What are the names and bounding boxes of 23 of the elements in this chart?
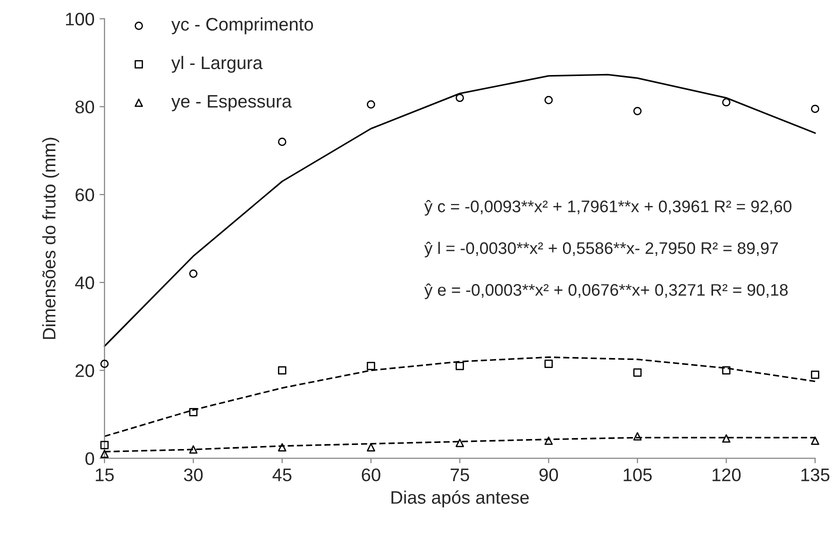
y-tick-label: 20: [76, 364, 94, 378]
x-tick-label: 15: [96, 468, 114, 482]
legend-label: ye - Espessura: [171, 95, 292, 112]
y-tick-label: 0: [85, 452, 94, 465]
y-tick-label: 60: [76, 188, 94, 202]
annotation: ŷ c = -0,0093**x² + 1,7961**x + 0,3961 R² = 92,60: [424, 200, 792, 216]
y-tick-label: 80: [75, 100, 94, 114]
x-axis-title: Dias após antese: [392, 490, 529, 508]
legend-label: yl - Largura: [171, 56, 263, 73]
y-tick-label: 40: [75, 276, 94, 290]
x-tick-label: 75: [450, 468, 470, 482]
x-tick-label: 120: [712, 468, 741, 482]
annotation: ŷ l = -0,0030**x² + 0,5586**x- 2,7950 R² = 89,97: [424, 242, 778, 258]
legend-label: yc - Comprimento: [171, 17, 314, 34]
y-tick-label: 100: [66, 12, 94, 26]
x-tick-label: 30: [184, 468, 203, 482]
x-tick-label: 60: [362, 468, 380, 482]
x-tick-label: 105: [624, 468, 652, 482]
annotation: ŷ e = -0,0003**x² + 0,0676**x+ 0,3271 R² = 90,18: [424, 284, 788, 300]
x-tick-label: 45: [272, 468, 292, 482]
y-axis-title: Dimensões do fruto (mm): [42, 138, 60, 339]
x-tick-label: 90: [539, 468, 558, 482]
x-tick-label: 135: [801, 468, 830, 482]
